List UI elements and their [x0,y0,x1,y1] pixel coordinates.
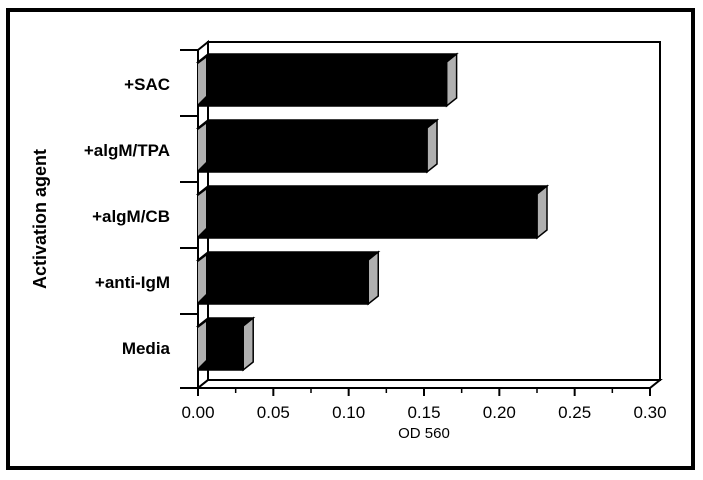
x-tick-label: 0.30 [633,403,666,422]
category-label: +algM/TPA [84,141,170,160]
category-label: +SAC [124,75,170,94]
category-label: +algM/CB [92,207,170,226]
x-tick-label: 0.10 [332,403,365,422]
bar [195,250,381,306]
x-tick-label: 0.20 [483,403,516,422]
category-label: Media [122,339,171,358]
y-axis-ticks [180,49,198,389]
category-label: +anti-IgM [95,273,170,292]
floor [195,379,663,389]
bar [195,118,440,174]
bar [195,316,256,372]
x-tick-label: 0.15 [407,403,440,422]
x-axis-label: OD 560 [398,425,450,442]
x-tick-label: 0.00 [181,403,214,422]
bars [195,52,550,372]
y-axis-label: Activation agent [30,149,50,289]
chart-frame [6,8,695,470]
x-tick-label: 0.05 [257,403,290,422]
category-labels: +SAC +algM/TPA +algM/CB +anti-IgM Media [84,75,171,358]
x-tick-label: 0.25 [558,403,591,422]
x-axis-ticks: 0.00 0.05 0.10 0.15 0.20 0.25 0.30 [181,388,667,422]
bar [195,52,459,108]
bar [195,184,550,240]
